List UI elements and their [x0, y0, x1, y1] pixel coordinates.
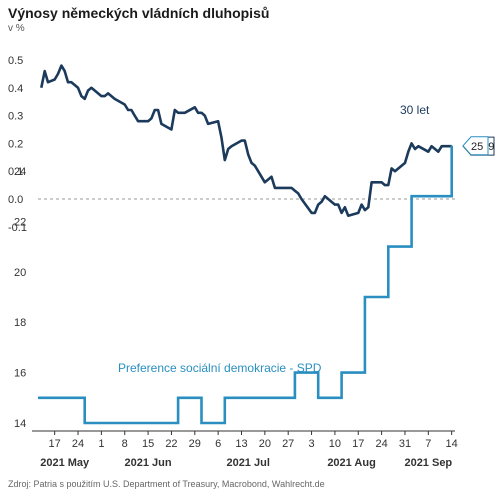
x-tick-label: 27	[282, 438, 294, 450]
chart-title: Výnosy německých vládních dluhopisů	[8, 5, 270, 21]
unit-label: v %	[8, 23, 25, 34]
y-tick-label-top: -0.1	[8, 222, 27, 234]
x-tick-label: 29	[189, 438, 201, 450]
y-tick-label-top: 0.0	[8, 194, 23, 206]
series-line-spd	[38, 145, 453, 425]
x-tick-label: 13	[235, 438, 247, 450]
series-line-30-let	[40, 64, 452, 217]
x-tick-label: 15	[142, 438, 154, 450]
y-tick-label-bottom: 16	[14, 368, 26, 380]
x-tick-label: 22	[165, 438, 177, 450]
y-tick-label-top: 0.2	[8, 138, 23, 150]
x-tick-label: 6	[215, 438, 221, 450]
x-tick-label: 7	[425, 438, 431, 450]
x-month-label: 2021 Aug	[327, 457, 376, 469]
x-tick-label: 14	[446, 438, 458, 450]
x-month-label: 2021 Jun	[125, 457, 172, 469]
x-tick-label: 10	[329, 438, 341, 450]
x-tick-label: 24	[72, 438, 84, 450]
last-value-label-bottom: 25	[471, 141, 483, 153]
x-tick-label: 24	[375, 438, 387, 450]
x-tick-label: 20	[259, 438, 271, 450]
last-value-callout-bottom	[462, 136, 489, 156]
y-tick-label-top: 0.3	[8, 111, 23, 123]
y-tick-label-bottom: 20	[14, 267, 26, 279]
x-month-label: 2021 Sep	[404, 457, 452, 469]
series-label-spd: Preference sociální demokracie - SPD	[118, 361, 322, 375]
x-tick-label: 17	[352, 438, 364, 450]
y-tick-label-bottom: 14	[14, 418, 26, 430]
y-tick-label-bottom: 22	[14, 216, 26, 228]
x-month-label: 2021 Jul	[226, 457, 269, 469]
x-tick-label: 17	[49, 438, 61, 450]
source-note: Zdroj: Patria s použitím U.S. Department…	[8, 479, 325, 489]
x-tick-label: 31	[399, 438, 411, 450]
y-tick-label-top: 0.1	[8, 166, 23, 178]
y-tick-label-bottom: 24	[14, 166, 26, 178]
y-tick-label-top: 0.4	[8, 83, 23, 95]
x-month-label: 2021 May	[40, 457, 90, 469]
x-tick-label: 8	[122, 438, 128, 450]
y-tick-label-top: 0.5	[8, 55, 23, 67]
x-tick-label: 3	[308, 438, 314, 450]
series-label-30-let: 30 let	[400, 103, 430, 117]
y-tick-label-bottom: 18	[14, 317, 26, 329]
x-tick-label: 1	[98, 438, 104, 450]
